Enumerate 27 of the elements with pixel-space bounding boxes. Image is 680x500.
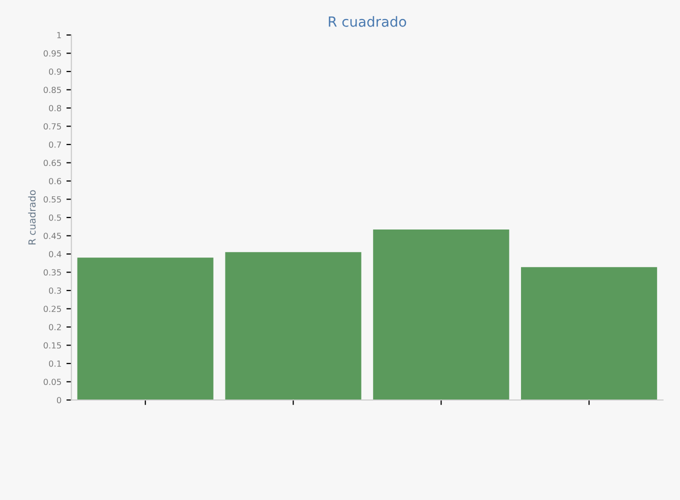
y-tick-label: 0.15	[44, 342, 61, 349]
bar	[225, 252, 362, 400]
y-tick-label: 0.25	[44, 306, 61, 312]
y-tick-label: 0.6	[48, 178, 62, 184]
y-tick-label: 0	[56, 396, 62, 404]
y-tick-label: 0.65	[44, 160, 61, 166]
y-tick-label: 0.5	[48, 214, 61, 221]
chart-title: R cuadrado	[328, 16, 406, 27]
y-tick-label: 0.1	[48, 360, 61, 367]
y-tick-label: 0.55	[44, 196, 61, 203]
y-tick-label: 0.3	[48, 287, 62, 294]
y-tick-label: 0.8	[48, 104, 62, 112]
y-tick-label: 1	[57, 32, 61, 38]
bar	[77, 258, 214, 400]
y-tick-label: 0.9	[48, 68, 62, 75]
y-tick-label: 0.05	[44, 378, 61, 386]
y-tick-label: 0.95	[44, 50, 61, 57]
y-tick-label: 0.2	[48, 324, 61, 330]
y-tick-label: 0.45	[44, 232, 61, 240]
y-tick-label: 0.85	[44, 86, 61, 94]
y-tick-label: 0.35	[44, 269, 61, 276]
bar	[373, 230, 510, 400]
y-tick-label: 0.4	[48, 250, 62, 258]
bar	[521, 267, 658, 400]
y-tick-label: 0.7	[48, 141, 61, 148]
y-axis-title: R cuadrado	[28, 190, 36, 244]
y-tick-label: 0.75	[44, 123, 61, 130]
